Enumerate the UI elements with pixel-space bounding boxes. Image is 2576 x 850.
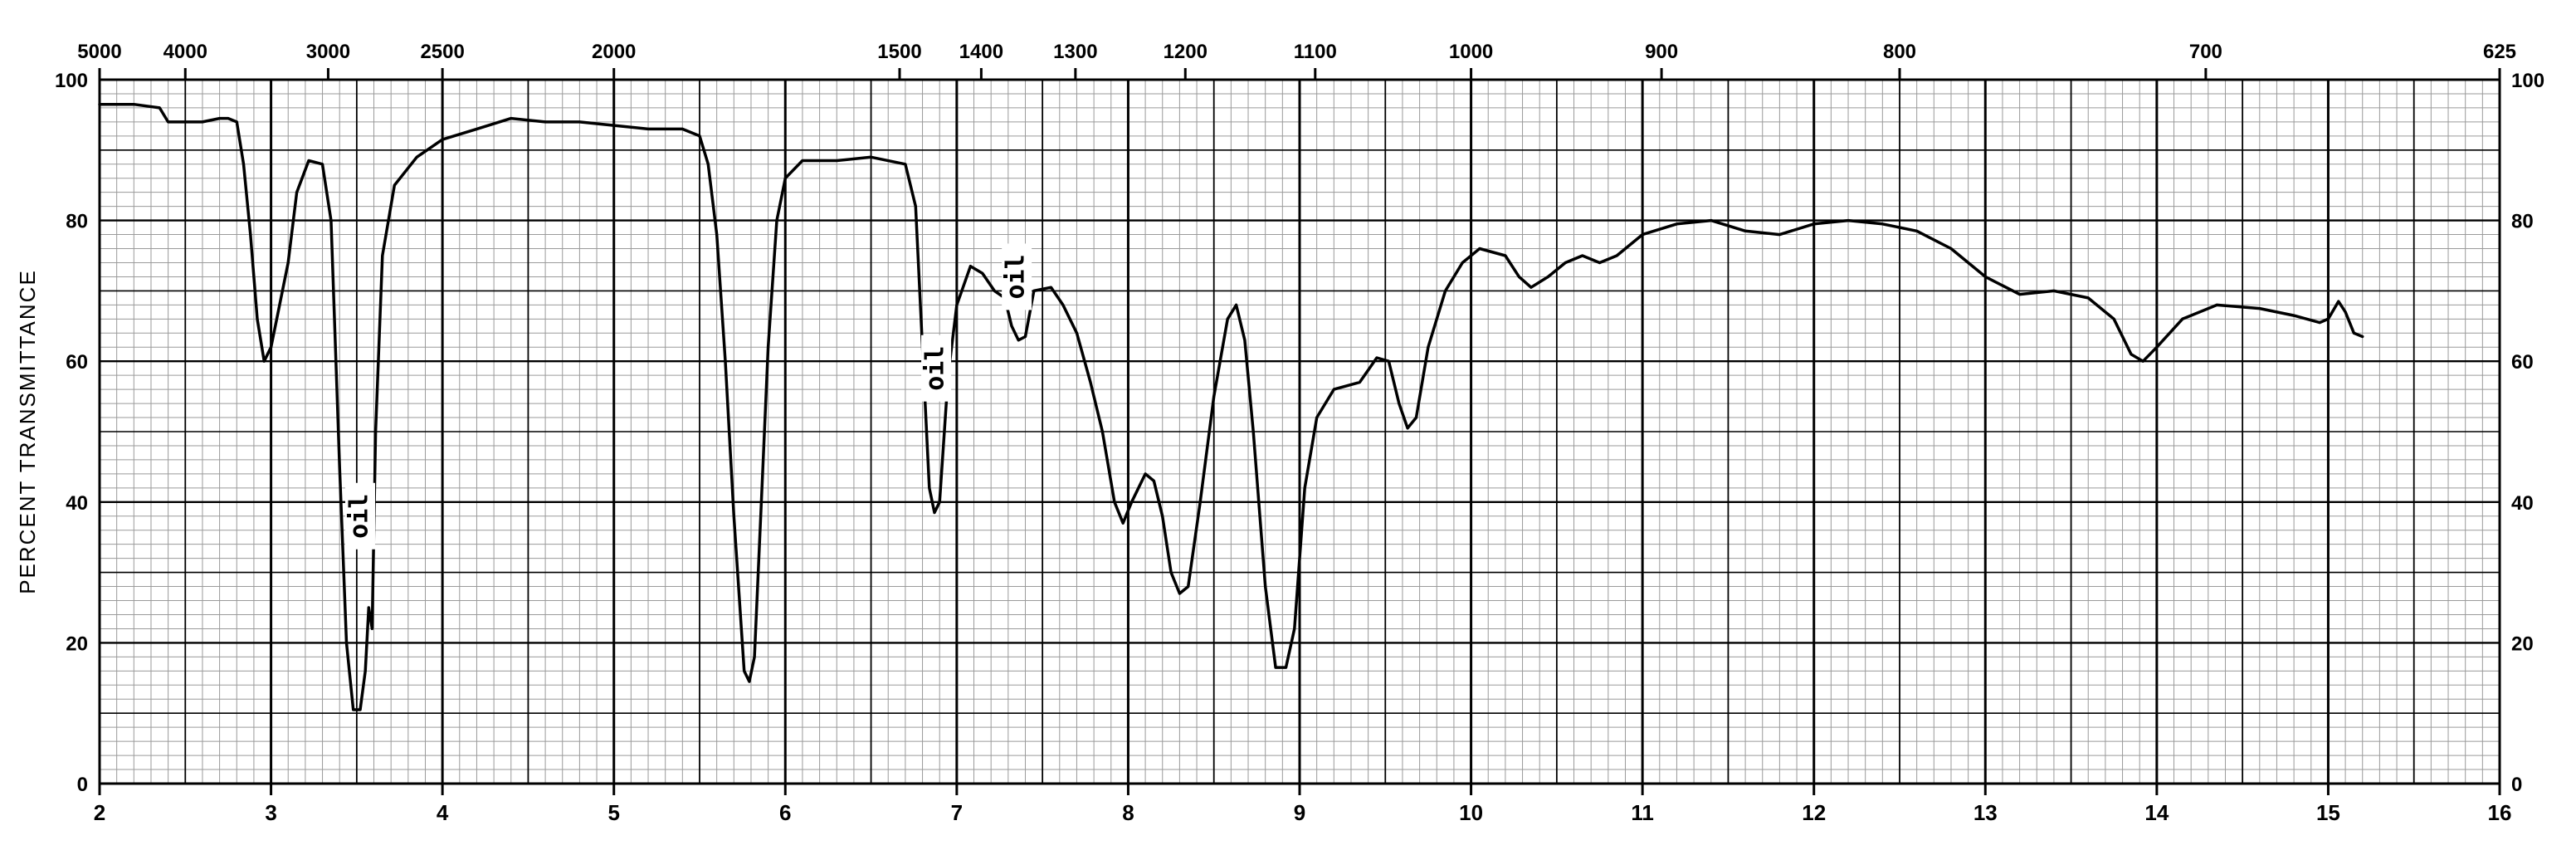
left-tick-label: 80 [66,211,88,233]
bottom-tick-label: 9 [1294,800,1305,825]
bottom-tick-label: 4 [437,800,449,825]
top-tick-label: 1300 [1053,41,1097,63]
left-tick-label: 40 [66,492,88,515]
bottom-tick-label: 14 [2144,800,2169,825]
bottom-tick-label: 6 [779,800,791,825]
top-tick-label: 1100 [1294,41,1337,63]
top-tick-label: 2000 [592,41,636,63]
right-tick-label: 40 [2511,492,2534,515]
top-tick-label: 1000 [1449,41,1493,63]
bottom-tick-label: 7 [951,800,963,825]
right-tick-label: 0 [2511,774,2522,796]
bottom-tick-label: 5 [607,800,619,825]
left-tick-label: 100 [55,70,88,92]
annotation-backdrop [921,335,952,402]
right-tick-label: 60 [2511,351,2534,374]
right-percent-axis: 0 20 40 60 80 100 [2511,70,2544,796]
top-tick-label: 1500 [877,41,921,63]
bottom-tick-label: 8 [1122,800,1134,825]
y-axis-title: PERCENT TRANSMITTANCE [15,269,40,594]
top-tick-label: 700 [2189,41,2222,63]
annotation-label: oil [921,346,950,391]
annotation-label: oil [1002,254,1031,299]
top-tick-label: 625 [2483,41,2516,63]
annotation-backdrop [344,482,375,550]
top-tick-label: 1400 [959,41,1003,63]
left-tick-label: 60 [66,351,88,374]
top-tick-label: 800 [1883,41,1916,63]
bottom-tick-label: 10 [1459,800,1483,825]
top-tick-label: 900 [1645,41,1678,63]
bottom-tick-label: 3 [265,800,276,825]
bottom-tick-label: 12 [1802,800,1826,825]
annotation-backdrop [1002,243,1032,310]
top-tick-label: 4000 [163,41,207,63]
top-tick-label: 3000 [306,41,350,63]
annotation-label: oil [344,494,373,539]
bottom-tick-label: 15 [2316,800,2340,825]
top-tick-label: 5000 [77,41,121,63]
top-wavenumber-axis: 5000 4000 3000 2500 2000 1500 1400 1300 1200 1100… [77,41,2516,80]
bottom-wavelength-axis: 2 3 4 5 6 7 8 9 10 11 12 13 14 15 16 [94,784,2512,825]
top-tick-label: 2500 [420,41,464,63]
left-tick-label: 20 [66,633,88,655]
left-tick-label: 0 [77,774,88,796]
right-tick-label: 20 [2511,633,2534,655]
spectrum-line [98,102,2364,711]
series-layer [98,102,2364,711]
bottom-tick-label: 11 [1631,800,1654,825]
right-tick-label: 80 [2511,211,2534,233]
left-percent-axis: 0 20 40 60 80 100 [55,70,88,796]
bottom-tick-label: 2 [94,800,105,825]
top-tick-label: 1200 [1164,41,1208,63]
bottom-tick-label: 13 [1973,800,1998,825]
right-tick-label: 100 [2511,70,2544,92]
bottom-tick-label: 16 [2488,800,2512,825]
annotation-layer: oil oil oil [344,243,1032,550]
